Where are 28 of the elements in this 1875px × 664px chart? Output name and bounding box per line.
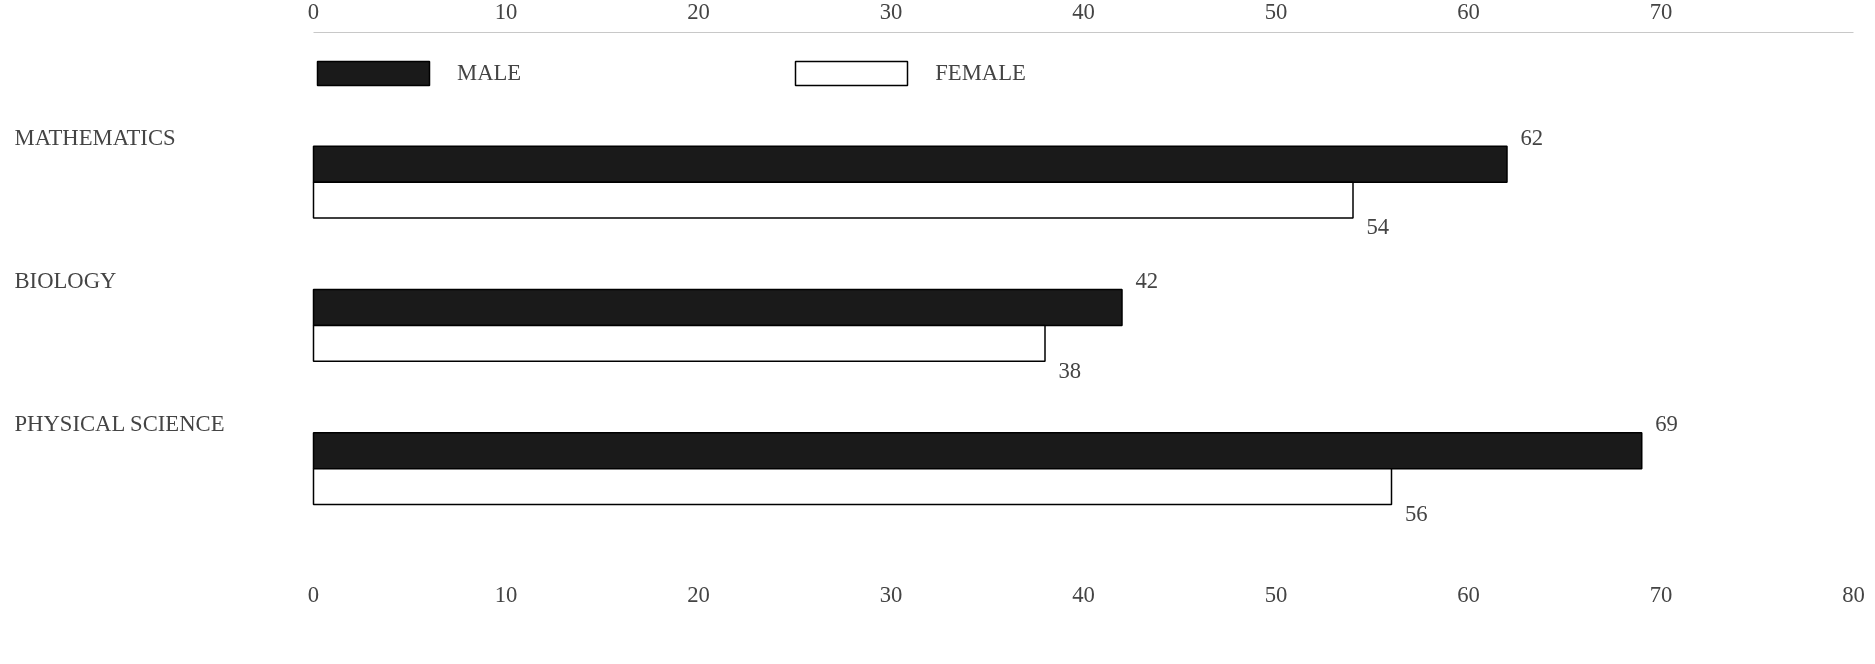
x-tick-label: 60 [1457, 581, 1480, 607]
x2-tick-label: 40 [1072, 0, 1095, 24]
x-tick-label: 20 [687, 581, 710, 607]
x-tick-label: 0 [307, 581, 320, 607]
data-label: 38 [1058, 357, 1082, 383]
data-label: 54 [1366, 214, 1390, 240]
legend-label: FEMALE [935, 60, 1026, 86]
data-label: 62 [1520, 124, 1544, 150]
data-label: 56 [1404, 500, 1428, 526]
y-tick-label: BIOLOGY [14, 267, 117, 293]
x2-tick-label: 60 [1457, 0, 1480, 24]
y-tick-label: PHYSICAL SCIENCE [14, 411, 225, 437]
x2-tick-label: 10 [494, 0, 518, 24]
legend-label: MALE [457, 60, 522, 86]
data-label: 42 [1135, 268, 1159, 294]
x-tick-label: 70 [1649, 581, 1673, 607]
x-tick-label: 50 [1264, 581, 1288, 607]
x2-tick-label: 0 [307, 0, 320, 24]
x2-tick-label: 70 [1649, 0, 1673, 24]
data-label: 69 [1655, 411, 1678, 437]
x-tick-label: 80 [1842, 581, 1865, 607]
x-tick-label: 30 [879, 581, 903, 607]
x2-tick-label: 50 [1264, 0, 1288, 24]
x-tick-label: 10 [494, 581, 518, 607]
y-tick-label: MATHEMATICS [14, 124, 176, 150]
x2-tick-label: 30 [879, 0, 903, 24]
x-tick-label: 40 [1072, 581, 1095, 607]
x2-tick-label: 20 [687, 0, 710, 24]
